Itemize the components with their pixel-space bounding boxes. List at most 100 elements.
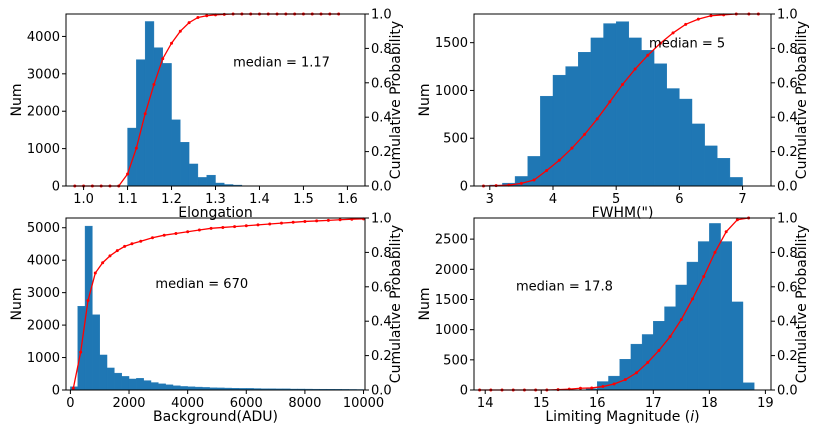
y-tick-label: 500 [443,132,468,147]
y2-tick-label: 1.0 [371,8,392,23]
cdf-point [134,146,138,150]
x-axis-label: FWHM(") [592,205,654,221]
x-tick-label: 7 [738,192,746,207]
cdf-point [601,385,605,389]
histogram-bar [720,241,732,391]
histogram-bar [666,88,680,187]
median-annotation: median = 17.8 [516,279,613,294]
cdf-point [150,236,154,240]
histogram-bar [162,63,172,187]
histogram-bar [653,63,667,187]
x-tick-label: 16 [589,396,606,411]
x-tick-label: 10000 [343,396,384,411]
y2-tick-label: 0.4 [777,315,798,330]
histogram-bar [127,127,137,187]
cdf-point [174,231,178,235]
histogram-bar [578,52,592,187]
y-tick-label: 2000 [27,319,60,334]
y-tick-label: 3000 [27,286,60,301]
y2-axis-label: Cumulative Probability [794,21,810,179]
histogram-bar [171,119,181,187]
x-tick-label: 19 [757,396,774,411]
cdf-point [635,371,639,375]
histogram-bar [114,372,122,391]
y2-tick-label: 0.0 [777,180,798,195]
histogram-bar [565,66,579,187]
y2-tick-label: 0.0 [777,384,798,399]
cdf-point [612,382,616,386]
y-tick-label: 2000 [435,263,468,278]
y2-tick-label: 0.6 [777,76,798,91]
y-axis-label: Num [9,288,25,321]
histogram-bar [180,386,188,391]
histogram-bar [742,382,755,391]
histogram-bar [99,354,108,391]
histogram-bar [641,50,655,187]
cdf-point [679,317,683,321]
y2-tick-label: 0.2 [371,349,392,364]
cdf-point [130,242,134,246]
x-tick-label: 1.2 [161,192,182,207]
cdf-point [268,222,272,226]
cdf-line [74,13,339,187]
cdf-point [713,250,717,254]
cdf-point [326,218,330,222]
x-tick-label: 0 [66,396,74,411]
histogram-bar [84,225,93,391]
cdf-point [256,223,260,227]
histogram-bar [180,142,190,187]
cdf-point [152,83,156,87]
median-annotation: median = 670 [155,277,248,292]
cdf-point [657,348,661,352]
cdf-point [583,132,587,136]
cdf-point [115,249,119,253]
histogram-bar [540,95,554,187]
cdf-point [279,221,283,225]
cdf-point [71,386,75,390]
cdf-point [139,239,143,243]
axes-frame [473,13,772,187]
y2-tick-label: 0.0 [371,180,392,195]
cdf-point [143,112,147,116]
y-axis-label: Num [417,288,433,321]
cdf-point [303,219,307,223]
x-tick-label: 5 [612,192,620,207]
cdf-point [291,220,295,224]
histogram-bar [197,177,207,187]
panel-limiting-magnitude: 14 15 16 17 18 19 0 500 1000 1500 2000 2500 0.0 0.2 0.… [417,212,810,425]
cdf-point [633,67,637,71]
histogram-bar [143,380,152,391]
histogram-bar [92,314,100,391]
y-tick-label: 0 [460,180,468,195]
y-tick-label: 5000 [27,221,60,236]
x-tick-label: 6 [675,192,683,207]
cdf-point [578,386,582,390]
cdf-point [671,31,675,35]
histogram-bar [144,21,155,187]
cdf-point [221,225,225,229]
x-tick-label: 3 [486,192,494,207]
y2-tick-label: 0.6 [777,280,798,295]
y-tick-label: 0 [460,384,468,399]
axes-frame [473,217,772,391]
cdf-point [519,181,523,185]
histogram-bar [552,74,566,187]
y-axis-label: Num [9,84,25,117]
cdf-point [545,169,549,173]
cdf-point [338,218,342,222]
cdf-point [186,230,190,234]
x-tick-label: 6000 [230,396,263,411]
x-tick-label: 8000 [288,396,321,411]
cdf-point [709,14,713,18]
cdf-point [608,100,612,104]
x-tick-label: 1.6 [337,192,358,207]
cdf-point [595,117,599,121]
y2-tick-label: 0.2 [371,145,392,160]
histogram-bar [158,383,166,391]
cdf-point [702,274,706,278]
y-tick-label: 0 [52,180,60,195]
y2-axis-label: Cumulative Probability [388,21,404,179]
y2-tick-label: 0.8 [371,246,392,261]
cdf-point [233,225,237,229]
median-annotation: median = 1.17 [233,55,330,70]
